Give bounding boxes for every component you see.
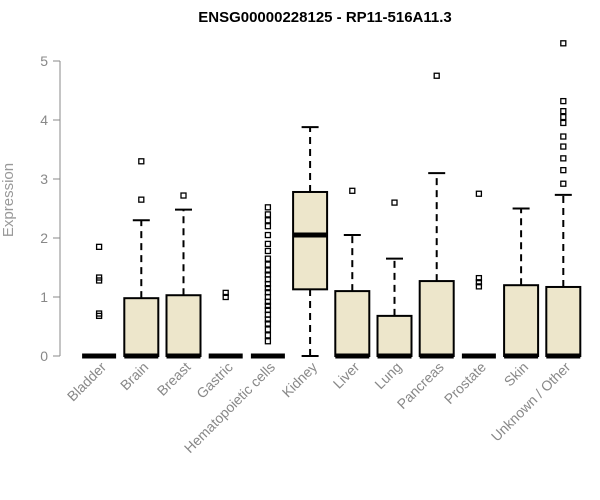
- x-category-label: Lung: [371, 359, 404, 392]
- x-category-label: Kidney: [279, 359, 321, 401]
- box-body: [503, 284, 540, 358]
- box-bladder: [82, 243, 117, 359]
- outlier-point: [95, 310, 103, 317]
- outlier-point: [560, 155, 567, 162]
- outlier-point: [560, 180, 567, 187]
- outlier-point: [180, 192, 187, 199]
- outlier-point: [222, 289, 229, 297]
- box-body: [334, 290, 371, 358]
- outlier-point: [560, 166, 567, 174]
- y-tick-label: 5: [40, 53, 48, 69]
- box-prostate: [461, 190, 496, 359]
- box-body: [292, 190, 329, 291]
- y-tick-label: 1: [40, 289, 48, 305]
- box-body: [545, 285, 582, 357]
- outlier-point: [264, 231, 272, 239]
- box-lung: [376, 199, 413, 359]
- box-body: [165, 294, 202, 358]
- outlier-point: [560, 108, 567, 115]
- outlier-point: [264, 223, 272, 230]
- chart-title: ENSG00000228125 - RP11-516A11.3: [198, 9, 452, 26]
- outlier-point: [475, 279, 483, 286]
- outlier-point: [560, 97, 567, 105]
- plot-area: [82, 40, 582, 359]
- x-category-label: Brain: [117, 359, 151, 393]
- x-category-label: Bladder: [64, 359, 110, 405]
- outlier-point: [264, 326, 272, 333]
- outlier-point: [560, 143, 567, 150]
- box-body: [418, 280, 455, 358]
- x-category-label: Skin: [501, 359, 532, 390]
- outlier-point: [264, 204, 272, 211]
- box-body: [376, 314, 413, 358]
- outlier-point: [264, 271, 272, 278]
- outlier-point: [264, 302, 272, 310]
- outlier-point: [475, 274, 483, 282]
- outlier-point: [475, 283, 483, 290]
- y-axis-title: Expression: [0, 163, 17, 237]
- box-brain: [123, 158, 160, 359]
- y-tick-label: 2: [40, 230, 48, 246]
- outlier-point: [264, 320, 272, 327]
- outlier-point: [264, 217, 272, 224]
- outlier-point: [391, 199, 398, 206]
- outlier-point: [264, 306, 272, 314]
- box-kidney: [292, 126, 329, 357]
- box-body: [123, 297, 160, 357]
- box-hematopoietic-cells: [250, 204, 285, 359]
- outlier-point: [264, 240, 272, 248]
- outlier-point: [560, 113, 567, 121]
- outlier-point: [264, 332, 272, 339]
- outlier-point: [138, 158, 145, 165]
- outlier-point: [95, 243, 103, 251]
- y-tick-label: 4: [40, 112, 48, 128]
- box-pancreas: [418, 72, 455, 359]
- box-breast: [165, 192, 202, 359]
- outlier-point: [264, 255, 272, 262]
- x-category-label: Prostate: [441, 359, 489, 407]
- outlier-point: [475, 190, 483, 197]
- x-category-label: Breast: [154, 359, 194, 399]
- outlier-point: [433, 72, 440, 79]
- outlier-point: [95, 274, 103, 281]
- outlier-point: [138, 196, 145, 203]
- outlier-point: [264, 289, 272, 296]
- outlier-point: [264, 267, 272, 274]
- outlier-point: [264, 338, 272, 345]
- outlier-point: [264, 284, 272, 292]
- x-category-label: Pancreas: [394, 359, 447, 412]
- box-skin: [503, 207, 540, 359]
- outlier-point: [560, 119, 567, 127]
- outlier-point: [349, 187, 356, 194]
- x-category-label: Unknown / Other: [488, 359, 574, 445]
- outlier-point: [264, 211, 272, 218]
- box-unknown-other: [545, 40, 582, 359]
- outlier-point: [560, 133, 567, 140]
- x-category-label: Liver: [330, 359, 363, 392]
- outlier-point: [222, 293, 229, 301]
- y-axis: 0 1 2 3 4 5: [40, 53, 61, 364]
- outlier-point: [264, 247, 272, 255]
- box-gastric: [208, 289, 243, 359]
- y-tick-label: 3: [40, 171, 48, 187]
- outlier-point: [264, 261, 272, 268]
- box-liver: [334, 187, 371, 359]
- outlier-point: [560, 40, 567, 47]
- y-tick-label: 0: [40, 348, 48, 364]
